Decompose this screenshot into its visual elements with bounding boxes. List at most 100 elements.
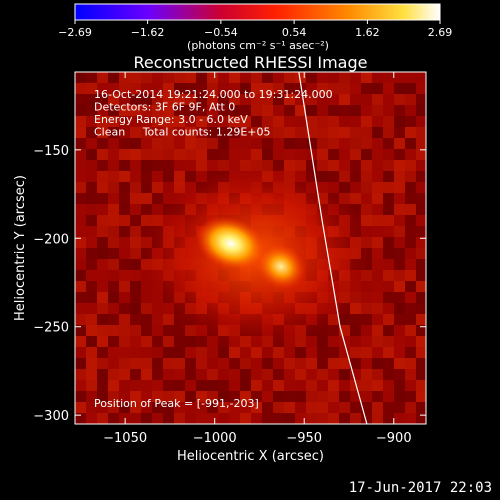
heatmap-cell <box>196 160 207 171</box>
colorbar-tick-label: −2.69 <box>58 26 92 39</box>
heatmap-cell <box>361 94 372 105</box>
chart-title: Reconstructed RHESSI Image <box>134 53 368 72</box>
heatmap-cell <box>416 237 426 248</box>
heatmap-cell <box>372 358 383 369</box>
heatmap-cell <box>372 193 383 204</box>
heatmap-cell <box>372 105 383 116</box>
heatmap-cell <box>75 94 86 105</box>
heatmap-cell <box>108 259 119 270</box>
heatmap-cell <box>383 149 394 160</box>
heatmap-cell <box>152 127 163 138</box>
heatmap-cell <box>416 248 426 259</box>
heatmap-cell <box>207 402 218 413</box>
heatmap-cell <box>207 116 218 127</box>
heatmap-cell <box>251 138 262 149</box>
heatmap-cell <box>273 347 284 358</box>
heatmap-cell <box>405 369 416 380</box>
heatmap-cell <box>361 182 372 193</box>
heatmap-cell <box>185 391 196 402</box>
heatmap-cell <box>339 149 350 160</box>
heatmap-cell <box>174 347 185 358</box>
heatmap-cell <box>97 380 108 391</box>
heatmap-cell <box>416 369 426 380</box>
heatmap-cell <box>86 171 97 182</box>
heatmap-cell <box>130 127 141 138</box>
heatmap-cell <box>372 83 383 94</box>
heatmap-cell <box>416 83 426 94</box>
heatmap-cell <box>372 314 383 325</box>
heatmap-cell <box>328 149 339 160</box>
heatmap-cell <box>405 358 416 369</box>
heatmap-cell <box>416 94 426 105</box>
heatmap-cell <box>416 336 426 347</box>
heatmap-cell <box>339 138 350 149</box>
heatmap-cell <box>372 259 383 270</box>
heatmap-cell <box>130 182 141 193</box>
heatmap-cell <box>416 270 426 281</box>
heatmap-cell <box>86 116 97 127</box>
heatmap-cell <box>306 380 317 391</box>
heatmap-cell <box>119 270 130 281</box>
heatmap-cell <box>229 358 240 369</box>
annotation-line: Detectors: 3F 6F 9F, Att 0 <box>94 101 235 114</box>
heatmap-cell <box>97 336 108 347</box>
heatmap-cell <box>97 391 108 402</box>
heatmap-cell <box>394 292 405 303</box>
heatmap-cell <box>141 116 152 127</box>
heatmap-cell <box>163 402 174 413</box>
heatmap-cell <box>196 358 207 369</box>
heatmap-cell <box>394 259 405 270</box>
heatmap-cell <box>317 402 328 413</box>
heatmap-cell <box>317 127 328 138</box>
heatmap-cell <box>295 94 306 105</box>
heatmap-cell <box>306 336 317 347</box>
heatmap-cell <box>383 116 394 127</box>
heatmap-cell <box>130 413 141 424</box>
heatmap-cell <box>163 391 174 402</box>
heatmap-cell <box>328 347 339 358</box>
heatmap-cell <box>273 83 284 94</box>
heatmap-cell <box>372 72 383 83</box>
heatmap-cell <box>97 171 108 182</box>
peak-position-label: Position of Peak = [-991,-203] <box>94 397 259 410</box>
heatmap-cell <box>119 160 130 171</box>
heatmap-cell <box>75 413 86 424</box>
heatmap-cell <box>328 336 339 347</box>
heatmap-cell <box>240 116 251 127</box>
heatmap-cell <box>185 149 196 160</box>
heatmap-cell <box>97 413 108 424</box>
heatmap-cell <box>108 270 119 281</box>
heatmap-cell <box>141 325 152 336</box>
heatmap-cell <box>405 72 416 83</box>
heatmap-cell <box>119 72 130 83</box>
heatmap-cell <box>295 369 306 380</box>
heatmap-cell <box>394 402 405 413</box>
heatmap-cell <box>416 358 426 369</box>
y-tick-label: −200 <box>33 232 69 247</box>
heatmap-cell <box>350 171 361 182</box>
heatmap-cell <box>108 380 119 391</box>
heatmap-cell <box>207 127 218 138</box>
heatmap-cell <box>416 160 426 171</box>
heatmap-cell <box>240 149 251 160</box>
heatmap-cell <box>174 380 185 391</box>
heatmap-cell <box>229 391 240 402</box>
heatmap-cell <box>152 149 163 160</box>
heatmap-cell <box>174 83 185 94</box>
heatmap-cell <box>328 325 339 336</box>
heatmap-cell <box>108 204 119 215</box>
heatmap-cell <box>207 413 218 424</box>
heatmap-cell <box>119 237 130 248</box>
heatmap-cell <box>262 149 273 160</box>
heatmap-cell <box>141 72 152 83</box>
heatmap-cell <box>130 116 141 127</box>
heatmap-cell <box>295 380 306 391</box>
heatmap-cell <box>229 413 240 424</box>
heatmap-cell <box>405 391 416 402</box>
heatmap-cell <box>152 402 163 413</box>
heatmap-cell <box>130 259 141 270</box>
heatmap-cell <box>86 303 97 314</box>
heatmap-cell <box>196 138 207 149</box>
heatmap-cell <box>196 347 207 358</box>
